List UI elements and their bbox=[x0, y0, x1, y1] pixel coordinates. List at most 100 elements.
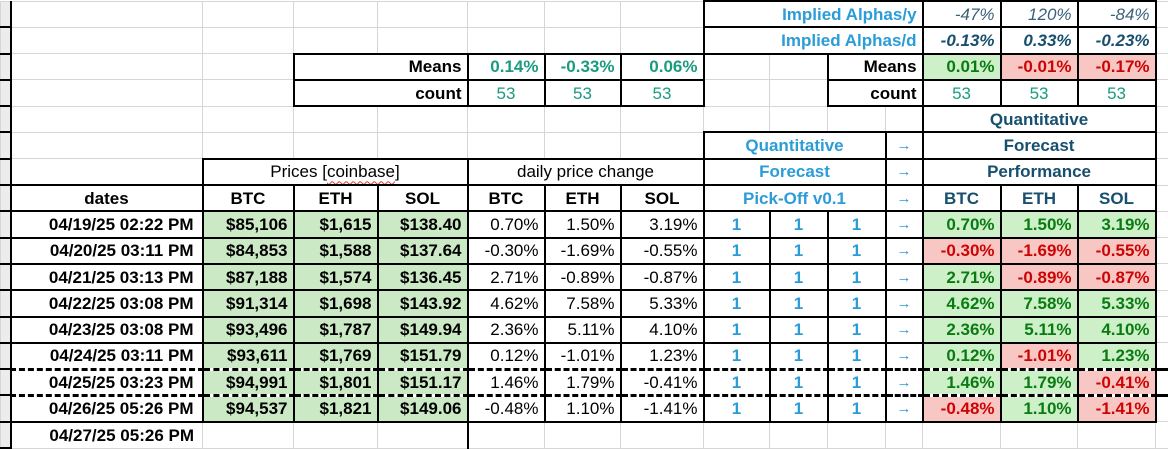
cell-change-btc[interactable]: 2.71% bbox=[466, 262, 546, 292]
arrow-right-icon[interactable]: → bbox=[884, 393, 924, 423]
cell-pick-eth[interactable]: 1 bbox=[768, 393, 829, 423]
implied-alphas-y-label[interactable]: Implied Alphas/y bbox=[702, 0, 924, 29]
perf-col-header-btc[interactable]: BTC bbox=[921, 184, 1002, 213]
implied-alphas-y-value[interactable]: -84% bbox=[1076, 0, 1157, 29]
performance-title-performance[interactable]: Performance bbox=[921, 157, 1157, 187]
cell-change-eth[interactable]: 7.58% bbox=[543, 289, 622, 318]
arrow-right-icon[interactable]: → bbox=[884, 315, 924, 344]
cell-perf-btc[interactable]: 2.71% bbox=[921, 262, 1002, 292]
cell-price-eth[interactable]: $1,769 bbox=[292, 341, 379, 371]
cell-empty[interactable] bbox=[769, 79, 828, 107]
cell-empty[interactable] bbox=[10, 131, 203, 160]
cell-perf-btc[interactable]: 4.62% bbox=[921, 289, 1002, 318]
cell-price-sol[interactable]: $149.94 bbox=[376, 315, 469, 344]
cell-price-eth[interactable]: $1,574 bbox=[292, 262, 379, 292]
cell-pick-btc[interactable]: 1 bbox=[702, 393, 771, 423]
implied-alphas-d-value[interactable]: -0.23% bbox=[1076, 26, 1157, 55]
cell-perf-sol[interactable]: 4.10% bbox=[1076, 315, 1157, 344]
cell-price-btc[interactable]: $87,188 bbox=[201, 262, 295, 292]
cell-empty[interactable] bbox=[377, 26, 468, 55]
means-label-left[interactable]: Means bbox=[292, 52, 469, 81]
cell-empty[interactable] bbox=[10, 0, 203, 28]
price-col-header-eth[interactable]: ETH bbox=[292, 184, 379, 213]
cell-empty[interactable] bbox=[202, 105, 294, 133]
cell-change-sol[interactable]: 1.23% bbox=[619, 341, 705, 371]
cell-perf-eth[interactable]: 1.10% bbox=[999, 393, 1079, 423]
cell-empty[interactable] bbox=[703, 105, 770, 133]
cell-change-btc[interactable]: 2.36% bbox=[466, 315, 546, 344]
cell-empty[interactable] bbox=[202, 26, 294, 55]
cell-perf-btc[interactable]: 0.12% bbox=[921, 341, 1002, 371]
count-value-right[interactable]: 53 bbox=[1076, 78, 1157, 108]
count-value-right[interactable]: 53 bbox=[921, 78, 1002, 108]
cell-pick-btc[interactable]: 1 bbox=[702, 315, 771, 344]
cell-empty[interactable] bbox=[10, 105, 203, 133]
cell-perf-btc[interactable]: 2.36% bbox=[921, 315, 1002, 344]
cell-pick-eth[interactable]: 1 bbox=[768, 367, 829, 397]
cell-perf-eth[interactable]: 7.58% bbox=[999, 289, 1079, 318]
cell-empty[interactable] bbox=[10, 26, 203, 55]
cell-pick-sol[interactable]: 1 bbox=[826, 262, 887, 292]
cell-change-eth[interactable]: -0.89% bbox=[543, 262, 622, 292]
cell-empty[interactable] bbox=[620, 105, 704, 133]
cell-change-btc[interactable]: 0.12% bbox=[466, 341, 546, 371]
cell-empty[interactable] bbox=[1000, 421, 1079, 449]
forecast-title-forecast[interactable]: Forecast bbox=[702, 157, 887, 187]
cell-empty[interactable] bbox=[377, 105, 468, 133]
cell-pick-sol[interactable]: 1 bbox=[826, 315, 887, 344]
cell-change-eth[interactable]: 5.11% bbox=[543, 315, 622, 344]
arrow-right-icon[interactable]: → bbox=[884, 262, 924, 292]
cell-price-sol[interactable]: $137.64 bbox=[376, 236, 469, 265]
cell-perf-eth[interactable]: -1.69% bbox=[999, 236, 1079, 265]
change-col-header-btc[interactable]: BTC bbox=[466, 184, 546, 213]
cell-pick-eth[interactable]: 1 bbox=[768, 315, 829, 344]
cell-empty[interactable] bbox=[377, 131, 468, 160]
cell-empty[interactable] bbox=[620, 0, 704, 28]
cell-pick-eth[interactable]: 1 bbox=[768, 236, 829, 265]
cell-empty[interactable] bbox=[620, 421, 704, 449]
perf-col-header-eth[interactable]: ETH bbox=[999, 184, 1079, 213]
cell-empty[interactable] bbox=[544, 421, 621, 449]
cell-pick-btc[interactable]: 1 bbox=[702, 367, 771, 397]
cell-change-sol[interactable]: 3.19% bbox=[619, 210, 705, 239]
cell-price-btc[interactable]: $91,314 bbox=[201, 289, 295, 318]
cell-pick-btc[interactable]: 1 bbox=[702, 236, 771, 265]
change-col-header-sol[interactable]: SOL bbox=[619, 184, 705, 213]
cell-pick-eth[interactable]: 1 bbox=[768, 341, 829, 371]
count-label-left[interactable]: count bbox=[292, 78, 469, 108]
cell-empty[interactable] bbox=[293, 26, 378, 55]
cell-date[interactable]: 04/26/25 05:26 PM bbox=[9, 393, 204, 423]
cell-change-btc[interactable]: -0.30% bbox=[466, 236, 546, 265]
cell-perf-sol[interactable]: 3.19% bbox=[1076, 210, 1157, 239]
count-value-left[interactable]: 53 bbox=[619, 78, 705, 108]
daily-change-header[interactable]: daily price change bbox=[466, 157, 705, 187]
cell-price-sol[interactable]: $151.79 bbox=[376, 341, 469, 371]
cell-empty[interactable] bbox=[769, 53, 828, 81]
cell-change-sol[interactable]: -1.41% bbox=[619, 393, 705, 423]
implied-alphas-d-value[interactable]: 0.33% bbox=[999, 26, 1079, 55]
arrow-right-icon[interactable]: → bbox=[884, 289, 924, 318]
cell-empty[interactable] bbox=[293, 105, 378, 133]
cell-perf-eth[interactable]: 1.79% bbox=[999, 367, 1079, 397]
cell-price-sol[interactable]: $143.92 bbox=[376, 289, 469, 318]
cell-date[interactable]: 04/27/25 05:26 PM bbox=[10, 421, 203, 449]
cell-empty[interactable] bbox=[769, 421, 828, 449]
cell-date[interactable]: 04/20/25 03:11 PM bbox=[9, 236, 204, 265]
means-value-right[interactable]: -0.17% bbox=[1076, 52, 1157, 81]
cell-empty[interactable] bbox=[827, 421, 886, 449]
arrow-right-icon[interactable]: → bbox=[884, 236, 924, 265]
cell-perf-sol[interactable]: -0.55% bbox=[1076, 236, 1157, 265]
arrow-right-icon[interactable]: → bbox=[884, 184, 924, 213]
cell-change-sol[interactable]: -0.55% bbox=[619, 236, 705, 265]
cell-pick-eth[interactable]: 1 bbox=[768, 262, 829, 292]
cell-perf-sol[interactable]: -0.41% bbox=[1076, 367, 1157, 397]
cell-empty[interactable] bbox=[1155, 421, 1168, 449]
cell-empty[interactable] bbox=[202, 0, 294, 28]
cell-empty[interactable] bbox=[202, 53, 294, 81]
cell-empty[interactable] bbox=[467, 105, 545, 133]
count-value-left[interactable]: 53 bbox=[466, 78, 546, 108]
cell-perf-btc[interactable]: -0.30% bbox=[921, 236, 1002, 265]
cell-date[interactable]: 04/25/25 03:23 PM bbox=[9, 367, 204, 397]
cell-empty[interactable] bbox=[467, 0, 545, 28]
count-label-right[interactable]: count bbox=[826, 78, 924, 108]
